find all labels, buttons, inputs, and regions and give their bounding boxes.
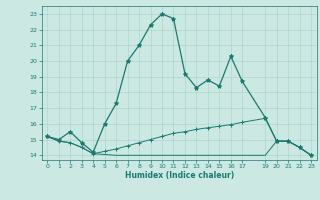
X-axis label: Humidex (Indice chaleur): Humidex (Indice chaleur) — [124, 171, 234, 180]
